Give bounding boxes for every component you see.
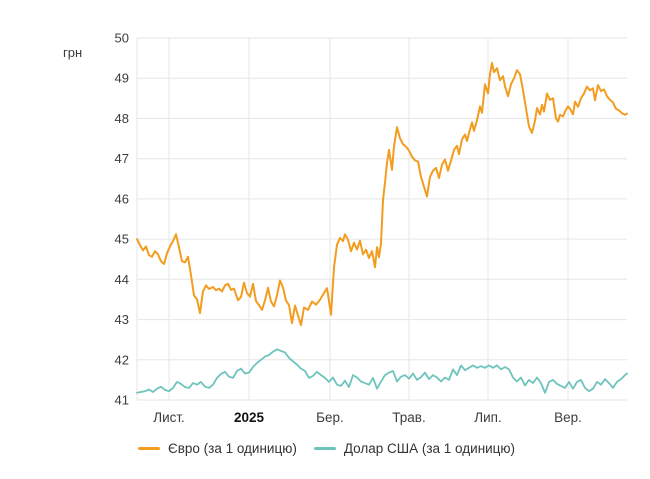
legend-item-usd[interactable]: Долар США (за 1 одиницю) [313,441,516,456]
series-line-euro[interactable] [136,61,628,327]
y-tick-label: 41 [115,393,129,408]
x-tick-label: Трав. [392,410,425,425]
y-tick-label: 50 [115,31,129,46]
x-tick-label: Бер. [316,410,344,425]
y-tick-label: 47 [115,151,129,166]
y-tick-label: 49 [115,71,129,86]
x-tick-label: Лип. [474,410,501,425]
y-tick-label: 46 [115,191,129,206]
chart-legend: Євро (за 1 одиницю) Долар США (за 1 один… [138,441,515,456]
x-tick-label: Лист. [153,410,185,425]
legend-label-euro: Євро (за 1 одиницю) [168,441,297,456]
y-axis-unit-label: грн [63,45,83,60]
series-line-usd[interactable] [136,348,628,394]
y-tick-label: 44 [115,272,129,287]
legend-item-euro[interactable]: Євро (за 1 одиницю) [138,441,297,456]
euro-line-swatch [138,447,160,450]
usd-line-swatch [313,447,336,450]
y-tick-label: 45 [115,232,129,247]
legend-label-usd: Долар США (за 1 одиницю) [343,441,516,456]
x-tick-label: 2025 [234,410,265,425]
y-tick-label: 43 [115,312,129,327]
y-tick-label: 42 [115,352,129,367]
x-tick-label: Вер. [554,410,582,425]
y-tick-label: 48 [115,111,129,126]
